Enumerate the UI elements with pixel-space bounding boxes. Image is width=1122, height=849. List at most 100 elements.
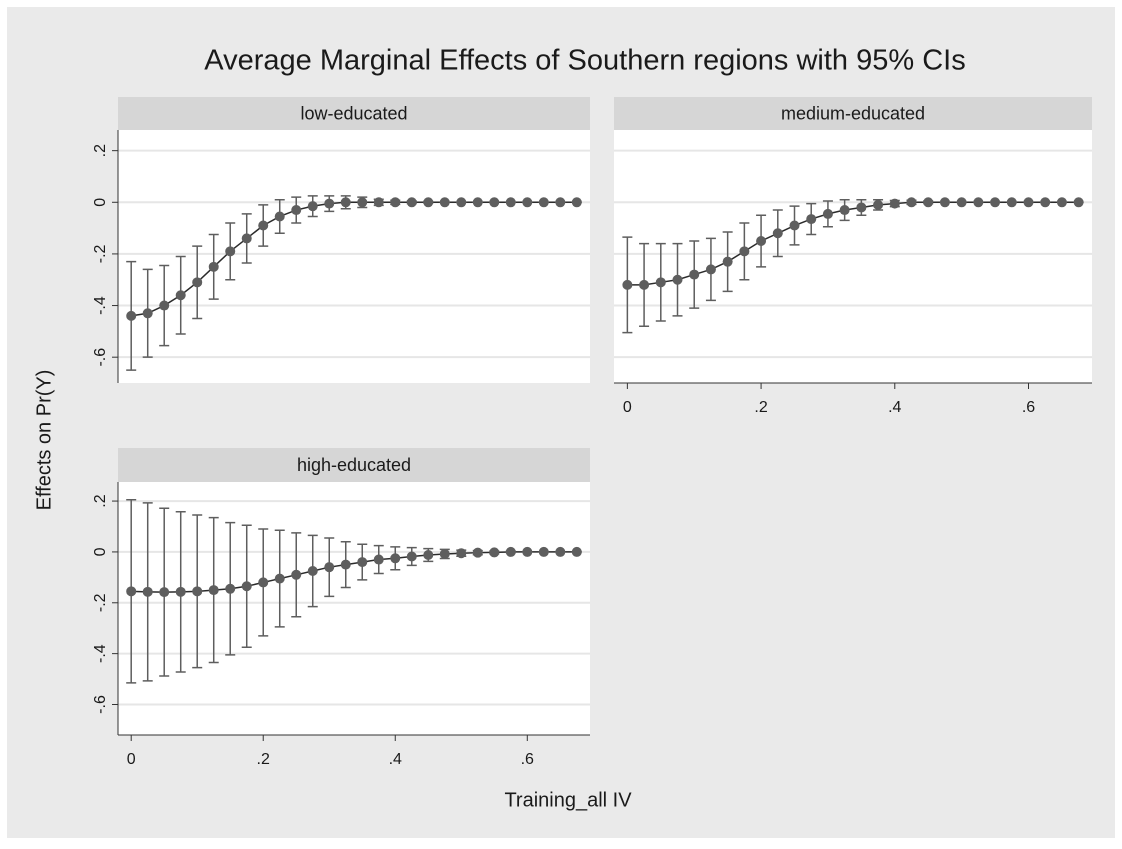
marker bbox=[175, 586, 186, 597]
marker bbox=[505, 197, 516, 208]
x-tick-label: .2 bbox=[257, 751, 270, 768]
marker bbox=[756, 236, 767, 247]
marker bbox=[856, 202, 867, 213]
marker bbox=[1073, 197, 1084, 208]
marker bbox=[423, 197, 434, 208]
marker bbox=[939, 197, 950, 208]
marker bbox=[505, 546, 516, 557]
marker bbox=[258, 220, 269, 231]
line bbox=[627, 201, 1079, 286]
marker bbox=[406, 551, 417, 562]
marker bbox=[307, 201, 318, 212]
marker bbox=[772, 228, 783, 239]
marker bbox=[390, 197, 401, 208]
marker bbox=[373, 197, 384, 208]
marker bbox=[159, 587, 170, 598]
y-tick-label: -.2 bbox=[92, 593, 109, 612]
marker bbox=[142, 586, 153, 597]
marker bbox=[456, 548, 467, 559]
line bbox=[131, 551, 577, 593]
panel-strip bbox=[614, 97, 1092, 130]
marker bbox=[126, 586, 137, 597]
marker bbox=[622, 279, 633, 290]
marker bbox=[522, 546, 533, 557]
marker bbox=[208, 261, 219, 272]
y-tick-label: 0 bbox=[92, 198, 109, 207]
y-tick-label: -.4 bbox=[92, 296, 109, 315]
marker bbox=[307, 565, 318, 576]
marker bbox=[1023, 197, 1034, 208]
marker bbox=[489, 547, 500, 558]
marker bbox=[990, 197, 1001, 208]
marker bbox=[538, 197, 549, 208]
marker bbox=[324, 562, 335, 573]
marker bbox=[340, 197, 351, 208]
marker bbox=[406, 197, 417, 208]
panel-title: low-educated bbox=[300, 103, 407, 123]
marker bbox=[639, 279, 650, 290]
y-tick-label: .2 bbox=[92, 144, 109, 157]
marker bbox=[722, 256, 733, 267]
marker bbox=[340, 559, 351, 570]
marker bbox=[655, 277, 666, 288]
marker bbox=[672, 274, 683, 285]
marker bbox=[889, 198, 900, 209]
marker bbox=[274, 573, 285, 584]
marker bbox=[489, 197, 500, 208]
marker bbox=[923, 197, 934, 208]
marker bbox=[324, 198, 335, 209]
panel-strip bbox=[118, 97, 590, 130]
marker bbox=[472, 197, 483, 208]
marker bbox=[192, 586, 203, 597]
line bbox=[131, 201, 577, 317]
marker bbox=[142, 308, 153, 319]
y-tick-label: -.4 bbox=[92, 644, 109, 663]
x-tick-label: .4 bbox=[888, 399, 901, 416]
x-tick-label: .2 bbox=[754, 399, 767, 416]
marker bbox=[357, 557, 368, 568]
marker bbox=[357, 197, 368, 208]
marker bbox=[241, 581, 252, 592]
marker bbox=[822, 208, 833, 219]
marker bbox=[373, 554, 384, 565]
marker bbox=[538, 546, 549, 557]
y-tick-label: -.6 bbox=[92, 348, 109, 367]
marker bbox=[1040, 197, 1051, 208]
y-tick-label: -.6 bbox=[92, 695, 109, 714]
y-axis-title: Effects on Pr(Y) bbox=[33, 370, 55, 511]
x-tick-label: .6 bbox=[521, 751, 534, 768]
marker bbox=[555, 546, 566, 557]
y-tick-label: 0 bbox=[92, 547, 109, 556]
marker bbox=[1006, 197, 1017, 208]
y-tick-label: -.2 bbox=[92, 244, 109, 263]
marker bbox=[689, 269, 700, 280]
marker bbox=[208, 585, 219, 596]
marker bbox=[456, 197, 467, 208]
marker bbox=[126, 310, 137, 321]
chart-title: Average Marginal Effects of Southern reg… bbox=[204, 45, 965, 77]
marker bbox=[555, 197, 566, 208]
panel-strip bbox=[118, 448, 590, 482]
marker bbox=[839, 205, 850, 216]
marker bbox=[739, 246, 750, 257]
marker bbox=[390, 553, 401, 564]
marker bbox=[522, 197, 533, 208]
y-tick-label: .2 bbox=[92, 494, 109, 507]
marker bbox=[439, 548, 450, 559]
marker bbox=[806, 214, 817, 225]
marker bbox=[225, 583, 236, 594]
marker bbox=[439, 197, 450, 208]
marker bbox=[873, 199, 884, 210]
plot-area bbox=[118, 482, 590, 735]
x-tick-label: .4 bbox=[389, 751, 402, 768]
x-tick-label: .6 bbox=[1022, 399, 1035, 416]
panel-title: medium-educated bbox=[781, 103, 925, 123]
x-tick-label: 0 bbox=[127, 751, 136, 768]
marker bbox=[956, 197, 967, 208]
marker bbox=[175, 290, 186, 301]
marker bbox=[274, 211, 285, 222]
marker bbox=[225, 246, 236, 257]
marker bbox=[472, 547, 483, 558]
marker bbox=[258, 577, 269, 588]
